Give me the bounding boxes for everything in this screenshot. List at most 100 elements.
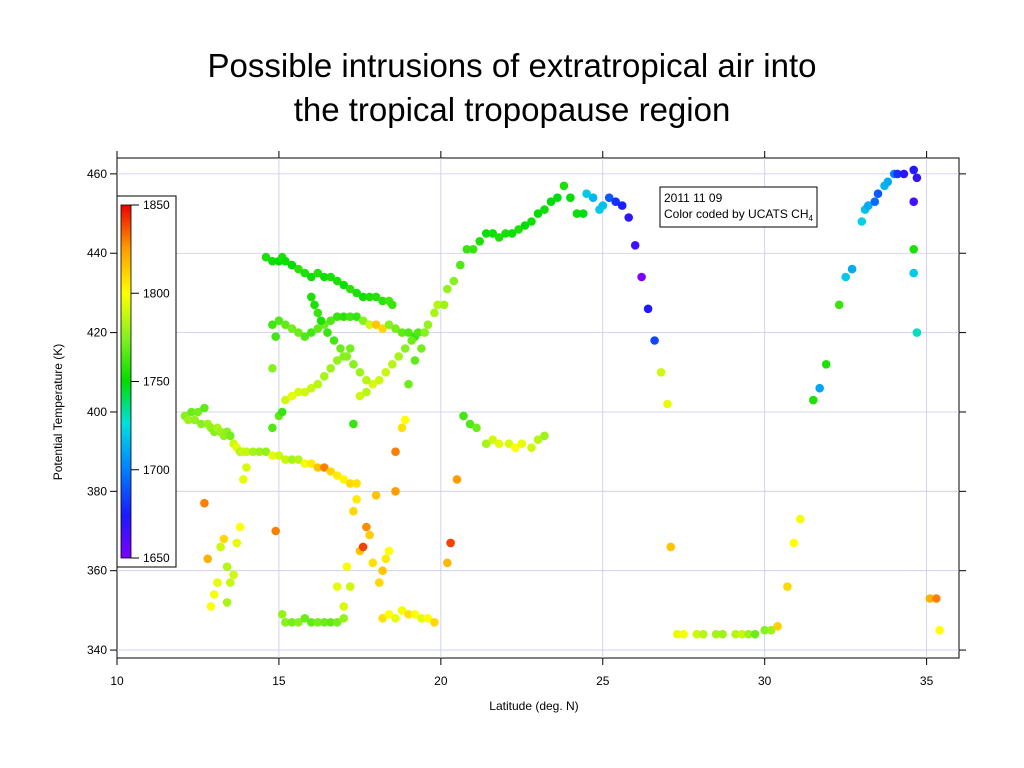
data-point [909, 245, 918, 254]
data-point [407, 336, 417, 345]
data-point [481, 439, 491, 449]
data-point [637, 272, 646, 282]
data-point [909, 268, 918, 278]
data-point [307, 272, 316, 282]
data-point [352, 312, 361, 322]
data-point [229, 570, 238, 579]
data-point [300, 268, 310, 278]
data-point [731, 629, 740, 639]
data-point [423, 614, 433, 623]
y-tick-label: 380 [87, 484, 107, 498]
data-point [666, 542, 676, 552]
data-point [268, 320, 277, 330]
data-point [371, 320, 381, 330]
data-point [488, 435, 498, 445]
data-point [332, 618, 342, 627]
data-point [365, 320, 374, 330]
data-point [546, 197, 556, 206]
data-point [313, 268, 323, 278]
x-tick-label: 35 [920, 674, 934, 688]
data-point [345, 284, 355, 294]
data-point [899, 169, 909, 179]
data-point [501, 229, 510, 238]
data-point [326, 316, 336, 326]
annotation-subscript: 4 [809, 214, 814, 223]
data-point [209, 590, 219, 599]
data-point [358, 316, 368, 326]
data-point [261, 447, 271, 457]
data-point [349, 506, 358, 516]
data-point [332, 312, 342, 322]
data-point [362, 375, 371, 385]
colorbar-tick-label: 1750 [143, 375, 170, 389]
data-point [494, 233, 504, 242]
data-point [222, 598, 232, 607]
data-point [261, 252, 271, 262]
data-point [216, 542, 225, 552]
data-point [475, 237, 485, 246]
data-point [326, 618, 336, 627]
data-point [307, 292, 316, 302]
data-point [388, 360, 397, 369]
data-point [624, 213, 633, 222]
data-point [300, 332, 310, 341]
data-point [300, 614, 310, 623]
data-point [932, 594, 941, 603]
data-point [397, 423, 407, 433]
data-point [336, 344, 345, 353]
data-point [468, 245, 478, 254]
data-point [365, 530, 374, 540]
x-axis-label: Latitude (deg. N) [489, 699, 578, 713]
data-point [326, 364, 336, 373]
data-point [400, 415, 410, 425]
data-point [404, 328, 413, 337]
data-point [504, 439, 514, 449]
data-point [511, 443, 520, 453]
data-point [365, 292, 374, 302]
data-point [339, 602, 349, 611]
colorbar-tick-label: 1700 [143, 463, 170, 477]
data-point [834, 300, 844, 310]
data-point [604, 193, 614, 202]
slide-title: Possible intrusions of extratropical air… [0, 44, 1024, 132]
y-tick-label: 420 [87, 326, 107, 340]
data-point [384, 610, 394, 619]
data-point [294, 618, 303, 627]
data-point [226, 578, 235, 587]
data-point [527, 217, 536, 226]
data-point [332, 582, 342, 591]
x-tick-label: 10 [110, 674, 124, 688]
data-point [313, 379, 323, 389]
data-point [796, 514, 805, 524]
data-point [643, 304, 653, 314]
data-point [307, 383, 316, 393]
data-point [345, 312, 355, 322]
data-point [579, 209, 588, 218]
data-point [472, 423, 481, 433]
data-point [316, 316, 326, 326]
data-point [481, 229, 491, 238]
data-point [190, 415, 199, 425]
data-point [766, 625, 776, 635]
data-point [232, 538, 242, 548]
data-point [821, 360, 831, 369]
data-point [456, 260, 465, 270]
data-point [193, 407, 203, 417]
data-point [417, 614, 426, 623]
data-point [219, 534, 229, 544]
data-point [313, 324, 323, 333]
data-point [281, 256, 290, 266]
data-point [692, 629, 701, 639]
data-point [750, 629, 760, 639]
data-point [656, 368, 666, 377]
data-point [242, 447, 251, 457]
data-point [313, 618, 323, 627]
data-point [533, 209, 543, 218]
data-point [307, 618, 316, 627]
data-point [235, 522, 245, 532]
data-point [342, 352, 352, 361]
data-point [339, 280, 349, 290]
data-point [718, 629, 727, 639]
data-point [760, 625, 769, 635]
x-tick-label: 15 [272, 674, 286, 688]
